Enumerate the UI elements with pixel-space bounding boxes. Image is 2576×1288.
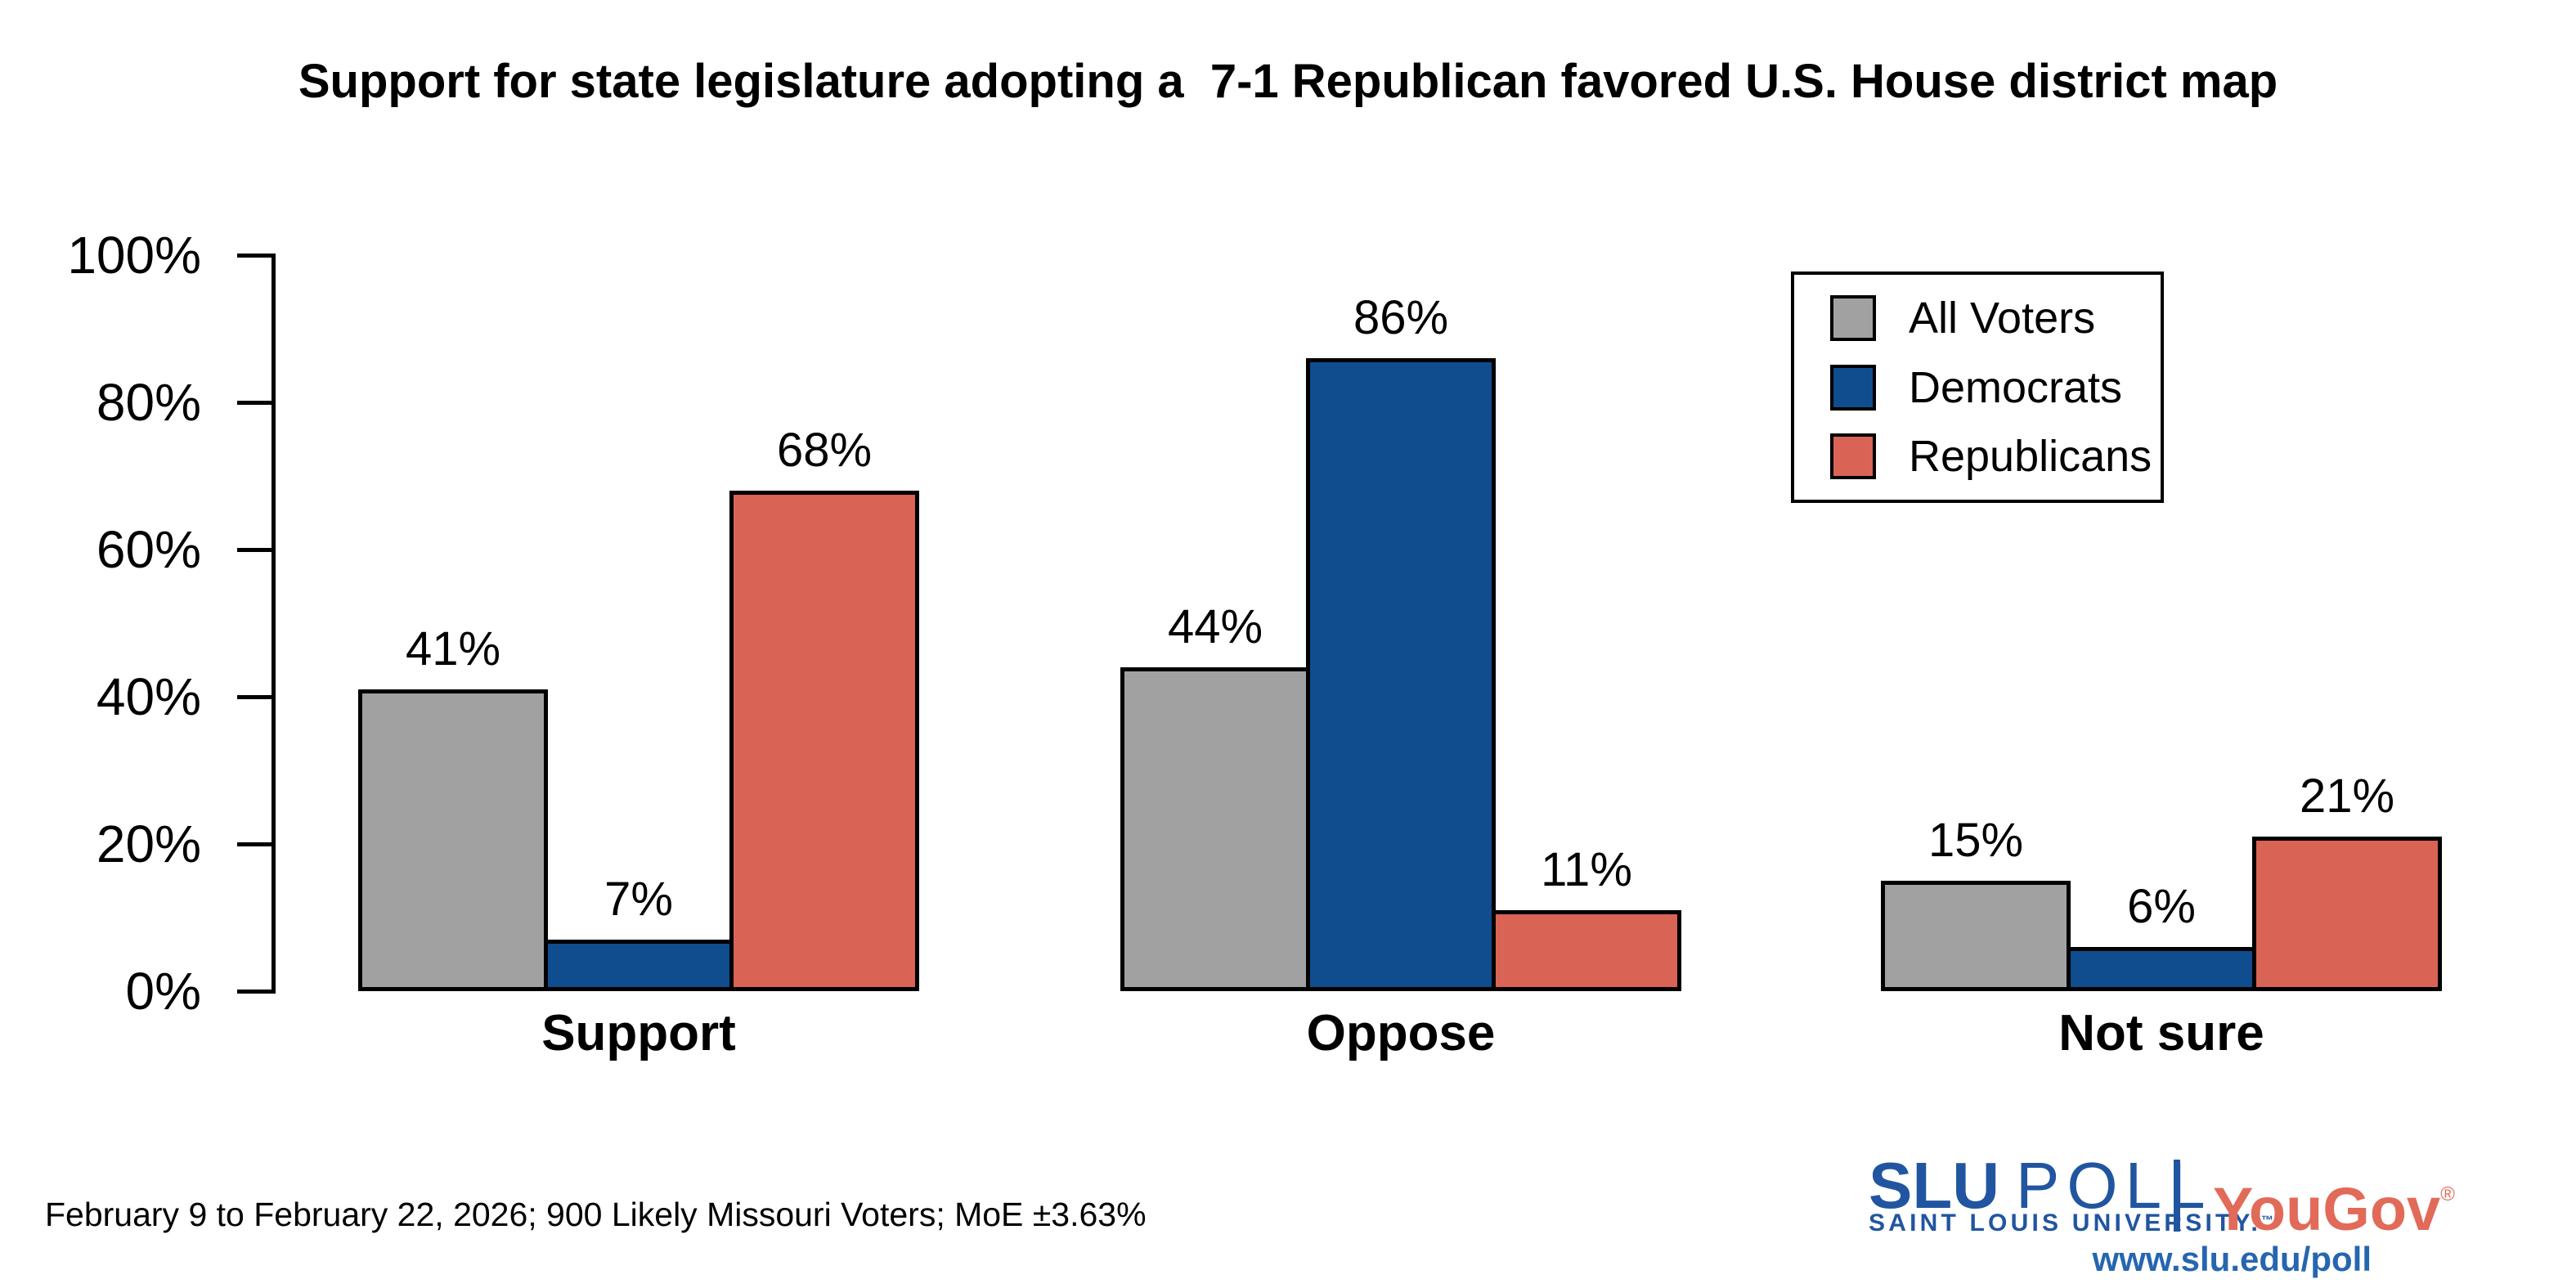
slu-text: SLU bbox=[1869, 1149, 1999, 1222]
legend-row: Republicans bbox=[1830, 431, 2161, 482]
bar: 21% bbox=[2252, 769, 2442, 991]
bar-rect bbox=[729, 491, 919, 991]
y-tick bbox=[237, 254, 272, 258]
category-label: Oppose bbox=[1306, 1005, 1496, 1061]
bar-value-label: 68% bbox=[776, 424, 873, 477]
bar-value-label: 86% bbox=[1353, 291, 1449, 344]
bar-value-label: 6% bbox=[2127, 880, 2196, 933]
bar: 44% bbox=[1120, 599, 1310, 991]
bar-value-label: 7% bbox=[604, 873, 673, 926]
y-axis-line bbox=[272, 254, 276, 994]
bar-rect bbox=[1120, 667, 1310, 991]
legend-label: Democrats bbox=[1909, 362, 2123, 412]
yougov-logo: YouGov® bbox=[2213, 1163, 2455, 1241]
bar-rect bbox=[358, 689, 548, 991]
bar-value-label: 21% bbox=[2299, 770, 2395, 823]
y-tick bbox=[237, 695, 272, 699]
y-tick-label: 100% bbox=[67, 226, 201, 285]
legend-swatch bbox=[1830, 433, 1876, 479]
bar: 6% bbox=[2067, 879, 2256, 991]
footnote: February 9 to February 22, 2026; 900 Lik… bbox=[45, 1196, 1147, 1233]
bar-value-label: 15% bbox=[1928, 814, 2024, 867]
y-tick-label: 60% bbox=[96, 520, 201, 579]
bar-rect bbox=[2067, 947, 2256, 991]
bar-value-label: 11% bbox=[1541, 843, 1632, 896]
bar-group: 15% 6% 21% bbox=[1881, 769, 2442, 991]
bar: 7% bbox=[544, 872, 734, 991]
y-tick-label: 0% bbox=[125, 962, 202, 1021]
slu-subtitle: SAINT LOUIS UNIVERSITY.™ bbox=[1869, 1209, 2273, 1237]
bar: 15% bbox=[1881, 813, 2071, 991]
y-tick-label: 80% bbox=[96, 373, 201, 432]
category-label: Support bbox=[541, 1005, 736, 1061]
slu-poll-logo: SLU POLL bbox=[1869, 1153, 2213, 1218]
bar-group: 44% 86% 11% bbox=[1120, 290, 1681, 991]
slu-subtitle-text: SAINT LOUIS UNIVERSITY. bbox=[1869, 1209, 2261, 1236]
y-tick-label: 20% bbox=[96, 815, 201, 873]
bar-rect bbox=[1492, 910, 1681, 991]
y-tick-label: 40% bbox=[96, 667, 201, 726]
legend-row: All Voters bbox=[1830, 293, 2161, 343]
bar-value-label: 41% bbox=[405, 622, 501, 675]
bar: 86% bbox=[1306, 290, 1496, 991]
legend-swatch bbox=[1830, 295, 1876, 342]
chart-title: Support for state legislature adopting a… bbox=[298, 55, 2278, 108]
yougov-text: YouGov bbox=[2213, 1175, 2441, 1243]
bar-rect bbox=[544, 940, 734, 991]
bar: 68% bbox=[729, 423, 919, 991]
legend-row: Democrats bbox=[1830, 362, 2161, 413]
bar-rect bbox=[2252, 837, 2442, 991]
legend: All Voters Democrats Republicans bbox=[1791, 272, 2164, 503]
registered-symbol: ® bbox=[2440, 1183, 2455, 1205]
bar-group: 41% 7% 68% bbox=[358, 423, 919, 991]
poll-url: www.slu.edu/poll bbox=[2092, 1240, 2372, 1278]
logo-separator bbox=[2174, 1160, 2180, 1232]
bar-value-label: 44% bbox=[1167, 600, 1263, 653]
category-label: Not sure bbox=[2058, 1005, 2264, 1061]
y-tick bbox=[237, 842, 272, 846]
bar: 41% bbox=[358, 622, 548, 991]
bar-rect bbox=[1881, 881, 2071, 991]
trademark-symbol: ™ bbox=[2260, 1214, 2273, 1227]
y-tick bbox=[237, 990, 272, 994]
legend-label: Republicans bbox=[1909, 431, 2152, 481]
legend-swatch bbox=[1830, 364, 1876, 411]
poll-text: POLL bbox=[2016, 1149, 2213, 1222]
y-tick bbox=[237, 548, 272, 552]
y-tick bbox=[237, 401, 272, 405]
legend-label: All Voters bbox=[1909, 294, 2096, 343]
bar: 11% bbox=[1492, 842, 1681, 991]
bar-rect bbox=[1306, 358, 1496, 991]
